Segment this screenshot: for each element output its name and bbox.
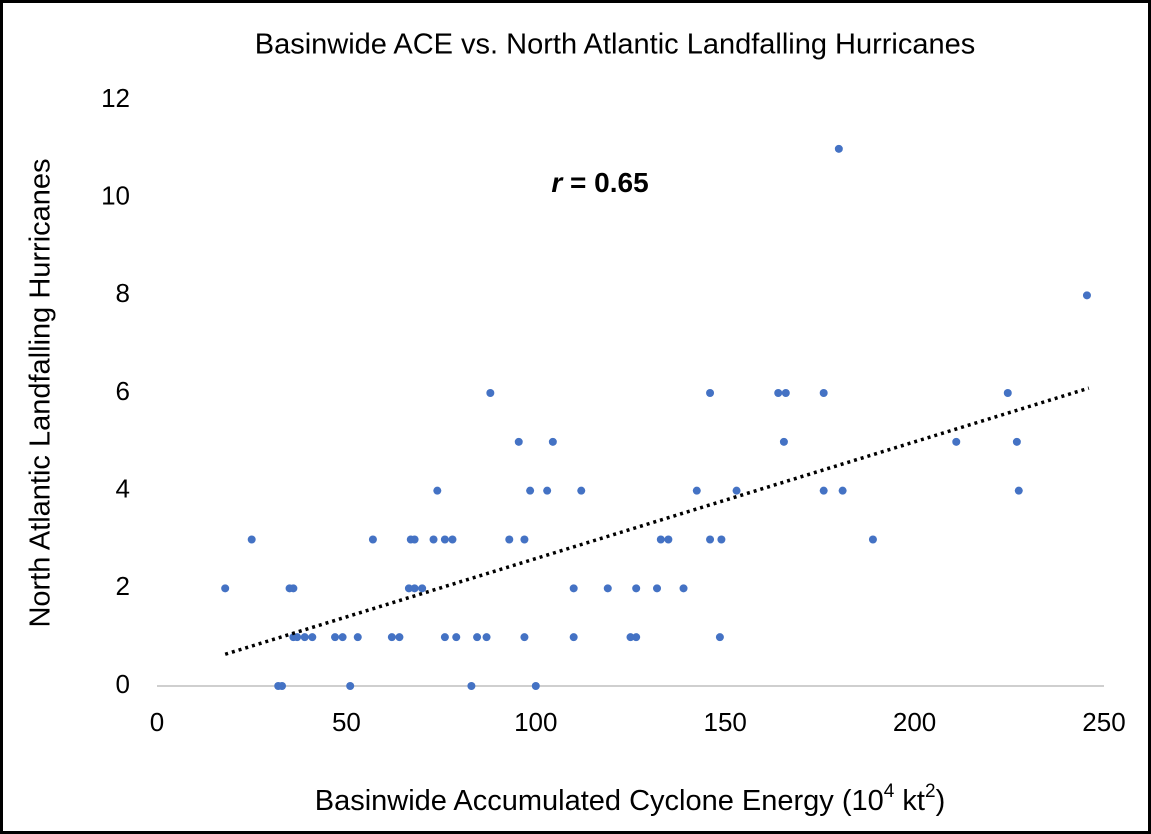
data-point [433, 486, 442, 495]
x-label-part: kt [894, 785, 925, 817]
data-point [632, 584, 641, 593]
data-point [1014, 486, 1023, 495]
data-point [368, 535, 377, 544]
data-point [482, 633, 491, 642]
data-point [520, 633, 529, 642]
data-point [1012, 437, 1021, 446]
data-point [706, 535, 715, 544]
data-point [603, 584, 612, 593]
data-point [473, 633, 482, 642]
y-tick-label: 6 [116, 376, 130, 406]
annotation-symbol: r [551, 167, 564, 198]
y-axis-label: North Atlantic Landfalling Hurricanes [25, 158, 57, 627]
data-point [632, 633, 641, 642]
data-point [819, 389, 828, 397]
data-point [221, 584, 230, 593]
x-label-part: Basinwide Accumulated Cyclone Energy (10 [315, 785, 884, 817]
data-point [626, 633, 635, 642]
data-point [653, 584, 662, 593]
y-tick-label: 8 [116, 278, 130, 308]
y-tick-label: 0 [116, 669, 130, 699]
annotation-text: = 0.65 [562, 167, 648, 198]
x-tick-label: 250 [1082, 707, 1125, 737]
data-point [514, 437, 523, 446]
data-point [418, 584, 427, 593]
data-point [346, 682, 355, 690]
data-point [548, 437, 557, 446]
x-tick-label: 200 [893, 707, 936, 737]
data-point [387, 633, 396, 642]
data-point [278, 682, 287, 690]
y-tick-label: 4 [116, 474, 130, 504]
data-point [569, 633, 578, 642]
data-point [331, 633, 340, 642]
x-tick-label: 150 [704, 707, 747, 737]
data-point [452, 633, 461, 642]
data-point [774, 389, 783, 397]
data-point [779, 437, 788, 446]
data-point [410, 584, 419, 593]
chart-title: Basinwide ACE vs. North Atlantic Landfal… [255, 29, 976, 61]
data-point [679, 584, 688, 593]
data-point [868, 535, 877, 544]
data-point [338, 633, 347, 642]
data-point [952, 437, 961, 446]
data-point [706, 389, 715, 397]
data-point [834, 144, 843, 153]
annotation: r = 0.65 [551, 167, 648, 198]
y-tick-label: 10 [101, 181, 130, 211]
data-point [664, 535, 673, 544]
x-tick-label: 50 [332, 707, 361, 737]
data-point [440, 633, 449, 642]
data-point [569, 584, 578, 593]
data-point [543, 486, 552, 495]
data-point [247, 535, 256, 544]
data-point [505, 535, 514, 544]
data-point [1003, 389, 1012, 397]
data-point [429, 535, 438, 544]
data-point [448, 535, 457, 544]
data-point [531, 682, 540, 690]
data-point [781, 389, 790, 397]
data-point [520, 535, 529, 544]
data-point [526, 486, 535, 495]
data-point [715, 633, 724, 642]
data-point [692, 486, 701, 495]
y-tick-label: 2 [116, 571, 130, 601]
x-tick-label: 0 [150, 707, 164, 737]
data-point [440, 535, 449, 544]
data-point [308, 633, 317, 642]
data-point [732, 486, 741, 495]
data-point [819, 486, 828, 495]
x-axis-label: Basinwide Accumulated Cyclone Energy (10… [315, 781, 945, 817]
data-point [577, 486, 586, 495]
data-point [1082, 291, 1091, 300]
data-point [656, 535, 665, 544]
data-point [467, 682, 476, 690]
data-point [410, 535, 419, 544]
data-point [293, 633, 302, 642]
data-point [353, 633, 362, 642]
data-point [838, 486, 847, 495]
data-point [395, 633, 404, 642]
data-point [300, 633, 309, 642]
data-point [404, 584, 413, 593]
data-point [717, 535, 726, 544]
x-tick-label: 100 [514, 707, 557, 737]
data-point [486, 389, 495, 397]
data-point [289, 584, 298, 593]
x-label-superscript: 2 [925, 781, 936, 802]
x-label-superscript: 4 [884, 781, 895, 802]
x-label-part: ) [936, 785, 946, 817]
y-tick-label: 12 [101, 83, 130, 113]
